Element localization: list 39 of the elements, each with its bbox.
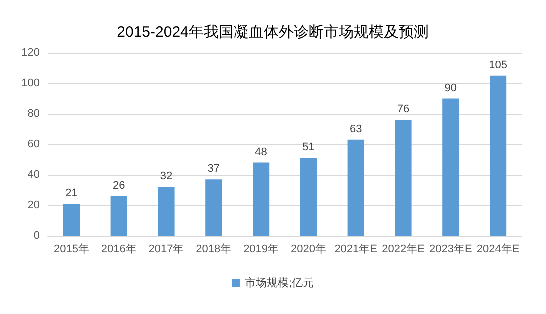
data-label: 63 xyxy=(350,123,362,136)
x-tick-label: 2020年 xyxy=(290,244,326,256)
legend-label: 市场规模;亿元 xyxy=(244,276,314,290)
chart-title: 2015-2024年我国凝血体外诊断市场规模及预测 xyxy=(117,24,429,41)
bar xyxy=(158,187,175,236)
bar xyxy=(110,196,128,236)
data-label: 26 xyxy=(112,180,126,192)
x-tick-label: 2024年E xyxy=(476,244,520,256)
y-tick-label: 0 xyxy=(34,230,40,242)
x-tick-label: 2023年E xyxy=(429,244,472,256)
bar xyxy=(395,120,412,236)
y-tick-label: 20 xyxy=(28,200,40,212)
data-label: 21 xyxy=(66,187,78,200)
x-tick-label: 2015年 xyxy=(54,244,90,256)
data-label: 37 xyxy=(208,163,220,176)
bar xyxy=(490,76,507,236)
x-tick-label: 2022年E xyxy=(382,244,425,256)
x-tick-label: 2017年 xyxy=(148,244,184,256)
y-tick-label: 120 xyxy=(22,47,40,59)
data-label: 90 xyxy=(444,82,458,94)
y-tick-label: 60 xyxy=(28,138,40,150)
data-label: 32 xyxy=(160,170,173,183)
bar xyxy=(348,140,364,236)
data-label: 48 xyxy=(255,146,268,158)
bar xyxy=(206,180,222,236)
y-tick-label: 100 xyxy=(22,78,40,90)
x-tick-label: 2019年 xyxy=(244,244,280,256)
bar xyxy=(300,158,317,236)
data-label: 51 xyxy=(302,142,315,154)
data-label: 76 xyxy=(397,104,410,116)
bar xyxy=(63,204,80,236)
x-tick-label: 2021年E xyxy=(334,244,378,256)
bar xyxy=(253,162,270,236)
bar xyxy=(442,98,460,236)
x-tick-label: 2018年 xyxy=(196,244,232,256)
x-tick-label: 2016年 xyxy=(101,244,137,256)
y-tick-label: 40 xyxy=(28,169,40,181)
data-label: 105 xyxy=(489,59,508,72)
y-tick-label: 80 xyxy=(28,108,40,120)
